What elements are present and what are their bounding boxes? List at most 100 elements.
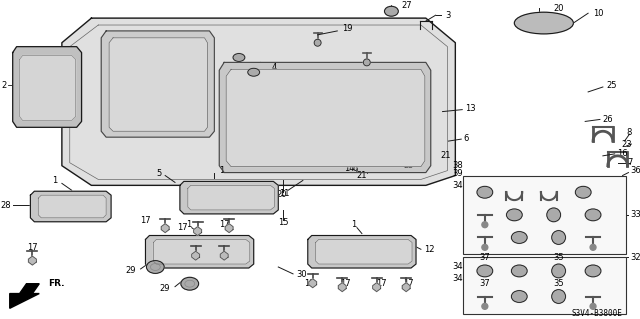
Text: 15: 15 — [278, 218, 289, 227]
Polygon shape — [194, 227, 202, 235]
Text: 16: 16 — [617, 149, 627, 158]
Text: 29: 29 — [159, 284, 170, 293]
Text: 6: 6 — [463, 134, 468, 143]
Circle shape — [482, 222, 488, 228]
Text: 35: 35 — [554, 253, 564, 262]
Ellipse shape — [233, 54, 245, 62]
Bar — [463, 175, 625, 254]
Text: 13: 13 — [465, 104, 476, 113]
Polygon shape — [372, 283, 381, 292]
Text: 17: 17 — [403, 279, 413, 288]
Polygon shape — [180, 182, 278, 214]
Circle shape — [547, 208, 561, 222]
Ellipse shape — [506, 209, 522, 221]
Polygon shape — [220, 251, 228, 260]
Polygon shape — [13, 47, 81, 127]
Polygon shape — [308, 279, 317, 288]
Polygon shape — [20, 56, 76, 121]
Circle shape — [552, 231, 566, 244]
Ellipse shape — [181, 277, 198, 290]
Ellipse shape — [585, 265, 601, 277]
Polygon shape — [226, 69, 425, 167]
Text: 34: 34 — [452, 263, 463, 271]
Circle shape — [482, 303, 488, 309]
Text: 28: 28 — [0, 201, 11, 210]
Text: 1: 1 — [186, 220, 191, 229]
Polygon shape — [339, 283, 346, 292]
Text: 34: 34 — [452, 181, 463, 190]
Text: 32: 32 — [630, 253, 640, 262]
Circle shape — [552, 264, 566, 278]
Text: 19: 19 — [342, 25, 353, 33]
Text: 17: 17 — [27, 243, 38, 252]
Polygon shape — [220, 63, 431, 173]
Text: 30: 30 — [296, 271, 307, 279]
Polygon shape — [192, 251, 200, 260]
Text: 26: 26 — [603, 115, 614, 124]
Text: 1: 1 — [52, 176, 57, 185]
Circle shape — [590, 303, 596, 309]
Circle shape — [590, 244, 596, 250]
Polygon shape — [188, 185, 275, 210]
Text: 9: 9 — [353, 166, 358, 175]
Polygon shape — [38, 195, 106, 218]
Polygon shape — [316, 240, 412, 264]
Polygon shape — [62, 18, 455, 185]
Polygon shape — [161, 224, 169, 233]
Text: 4: 4 — [271, 63, 276, 72]
Text: 17: 17 — [177, 223, 188, 232]
Polygon shape — [145, 235, 253, 268]
Text: 34: 34 — [452, 274, 463, 283]
Text: 17: 17 — [340, 279, 351, 288]
Text: S3V4-B3800E: S3V4-B3800E — [572, 309, 623, 318]
Circle shape — [552, 290, 566, 303]
Text: 38: 38 — [452, 161, 463, 170]
Ellipse shape — [585, 209, 601, 221]
Ellipse shape — [575, 186, 591, 198]
Text: FR.: FR. — [48, 279, 65, 288]
Text: 2: 2 — [1, 80, 7, 90]
Text: 20: 20 — [554, 4, 564, 13]
Polygon shape — [402, 283, 410, 292]
Text: 37: 37 — [479, 279, 490, 288]
Text: 39: 39 — [452, 169, 463, 178]
Polygon shape — [109, 38, 207, 131]
Text: 8: 8 — [626, 128, 632, 137]
Text: 17: 17 — [219, 220, 230, 229]
Text: 7: 7 — [627, 158, 632, 167]
Text: 36: 36 — [630, 166, 640, 175]
Text: 5: 5 — [156, 169, 161, 178]
Polygon shape — [225, 224, 233, 233]
Ellipse shape — [511, 232, 527, 243]
Text: 3: 3 — [445, 11, 451, 20]
Text: 1: 1 — [351, 220, 356, 229]
Circle shape — [364, 59, 371, 66]
Ellipse shape — [477, 265, 493, 277]
Ellipse shape — [385, 6, 398, 16]
Polygon shape — [154, 240, 250, 264]
Ellipse shape — [515, 12, 573, 34]
Ellipse shape — [477, 186, 493, 198]
Text: 25: 25 — [607, 80, 618, 90]
Text: 21: 21 — [356, 171, 367, 180]
Text: 23: 23 — [622, 139, 632, 149]
Circle shape — [482, 244, 488, 250]
Text: 17: 17 — [376, 279, 387, 288]
Text: 29: 29 — [125, 266, 136, 275]
Text: 11: 11 — [279, 189, 289, 198]
Text: 21: 21 — [440, 151, 451, 160]
Text: 17: 17 — [305, 279, 315, 288]
Text: 27: 27 — [401, 1, 412, 10]
Polygon shape — [31, 191, 111, 222]
Polygon shape — [308, 235, 416, 268]
Bar — [463, 257, 625, 314]
Circle shape — [314, 39, 321, 46]
Text: 10: 10 — [593, 9, 604, 18]
Text: 12: 12 — [424, 245, 435, 254]
Text: 37: 37 — [479, 253, 490, 262]
Ellipse shape — [511, 291, 527, 302]
Ellipse shape — [147, 261, 164, 273]
Text: 35: 35 — [554, 279, 564, 288]
Polygon shape — [28, 256, 36, 265]
Text: 1: 1 — [219, 166, 224, 175]
